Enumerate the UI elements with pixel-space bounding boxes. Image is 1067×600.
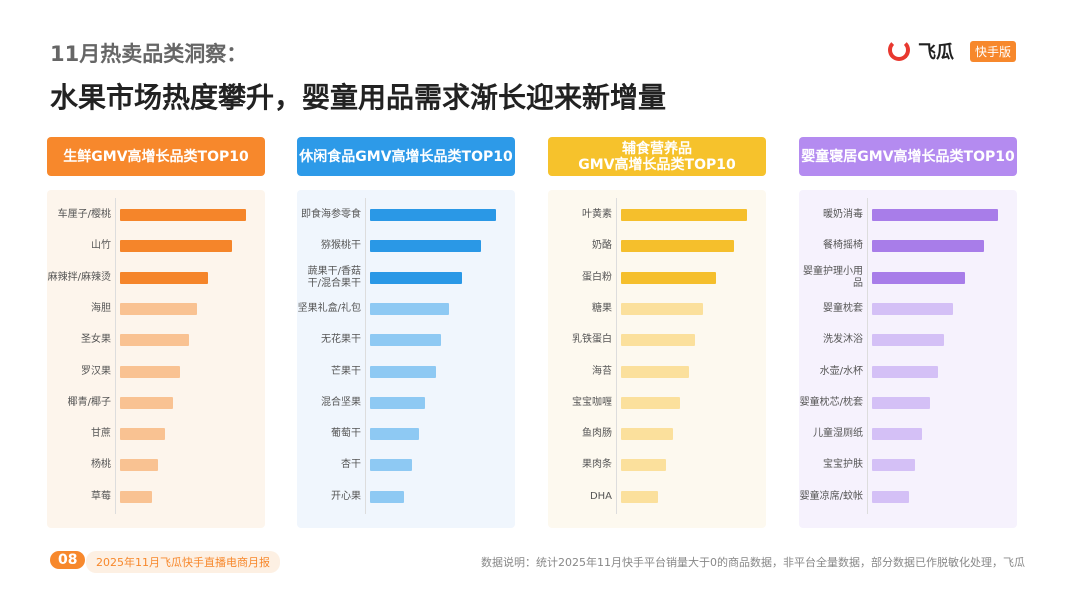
bar [872, 209, 998, 221]
category-label: 儿童湿厕纸 [813, 428, 863, 440]
bar [872, 490, 909, 503]
logo-badge: 快手版 [970, 41, 1017, 62]
category-label: 混合坚果 [321, 396, 361, 408]
category-label: 开心果 [331, 490, 361, 502]
category-label: 果肉条 [582, 459, 612, 471]
category-label: DHA [589, 490, 612, 502]
separator [616, 198, 617, 514]
category-label: 麻辣拌/麻辣烫 [47, 271, 111, 283]
category-label: 婴童枕芯/枕套 [799, 396, 863, 408]
panel-header: 辅食营养品 GMV高增长品类TOP10 [548, 137, 766, 176]
bar [872, 302, 953, 315]
category-label: 蔬果干/香菇干/混合果干 [307, 265, 361, 289]
category-label: 婴童枕套 [823, 302, 863, 314]
bar [621, 428, 673, 441]
category-label: 鱼肉肠 [582, 428, 612, 440]
bar [872, 428, 923, 441]
category-label: 坚果礼盒/礼包 [297, 302, 361, 314]
category-label: 糖果 [592, 302, 612, 314]
category-label: 葡萄干 [331, 428, 361, 440]
category-label: 海胆 [91, 302, 111, 314]
category-label: 暖奶消毒 [823, 209, 863, 220]
bar [120, 271, 209, 284]
separator [365, 198, 366, 514]
category-label: 宝宝咖喱 [572, 396, 612, 408]
bar [621, 490, 658, 503]
category-label: 无花果干 [321, 334, 361, 346]
page-title: 水果市场热度攀升，婴童用品需求渐长迎来新增量 [50, 81, 667, 114]
bar [120, 490, 152, 503]
bar [370, 302, 450, 315]
category-label: 餐椅摇椅 [823, 240, 863, 252]
category-label: 猕猴桃干 [321, 240, 361, 252]
category-label: 甘蔗 [91, 428, 111, 440]
kicker: 11月热卖品类洞察： [50, 42, 248, 66]
category-label: 芒果干 [331, 365, 361, 377]
bar [872, 271, 966, 284]
bar [370, 428, 420, 441]
bar [872, 365, 938, 378]
category-label: 海苔 [592, 365, 612, 377]
bar [120, 396, 173, 409]
bar [370, 271, 462, 284]
separator [867, 198, 868, 514]
bar [621, 365, 690, 378]
logo-icon [888, 39, 910, 61]
bar [120, 334, 190, 347]
category-label: 圣女果 [81, 334, 111, 346]
category-label: 洗发沐浴 [823, 334, 863, 346]
bar [872, 396, 930, 409]
bar [621, 302, 703, 315]
category-label: 草莓 [91, 490, 111, 502]
category-label: 杨桃 [91, 459, 111, 471]
logo: 飞瓜 [918, 42, 954, 63]
bar [621, 459, 667, 472]
category-label: 奶酪 [592, 240, 612, 252]
page-number: 08 [50, 551, 86, 569]
bar [370, 490, 405, 503]
bar [621, 240, 735, 253]
separator [115, 198, 116, 514]
bar [872, 334, 944, 347]
bar [370, 240, 481, 253]
category-label: 婴童护理小用品 [803, 265, 863, 289]
category-label: 山竹 [91, 240, 111, 252]
category-label: 宝宝护肤 [823, 459, 863, 471]
bar [370, 396, 426, 409]
bar [370, 209, 496, 221]
bar [370, 365, 436, 378]
category-label: 婴童凉席/蚊帐 [799, 490, 863, 502]
category-label: 乳铁蛋白 [572, 334, 612, 346]
category-label: 杏干 [341, 459, 361, 471]
data-note: 数据说明：统计2025年11月快手平台销量大于0的商品数据，非平台全量数据，部分… [481, 556, 1025, 569]
panel-header: 生鲜GMV高增长品类TOP10 [47, 137, 265, 176]
category-label: 蛋白粉 [582, 271, 612, 283]
bar [621, 209, 747, 221]
category-label: 车厘子/樱桃 [57, 209, 111, 220]
bar [621, 271, 716, 284]
bar [621, 396, 681, 409]
panel-header: 婴童寝居GMV高增长品类TOP10 [799, 137, 1017, 176]
bar [120, 459, 158, 472]
bar [120, 428, 166, 441]
category-label: 即食海参零食 [301, 209, 361, 220]
bar [621, 334, 696, 347]
bar [120, 365, 181, 378]
bar [370, 459, 412, 472]
category-label: 水壶/水杯 [819, 365, 863, 377]
bar [120, 240, 233, 253]
bar [120, 209, 246, 221]
category-label: 罗汉果 [81, 365, 111, 377]
panel-header: 休闲食品GMV高增长品类TOP10 [297, 137, 515, 176]
bar [120, 302, 197, 315]
report-name: 2025年11月飞瓜快手直播电商月报 [86, 551, 280, 573]
bar [872, 240, 985, 253]
category-label: 叶黄素 [582, 209, 612, 220]
bar [872, 459, 915, 472]
category-label: 椰青/椰子 [67, 396, 111, 408]
bar [370, 334, 441, 347]
